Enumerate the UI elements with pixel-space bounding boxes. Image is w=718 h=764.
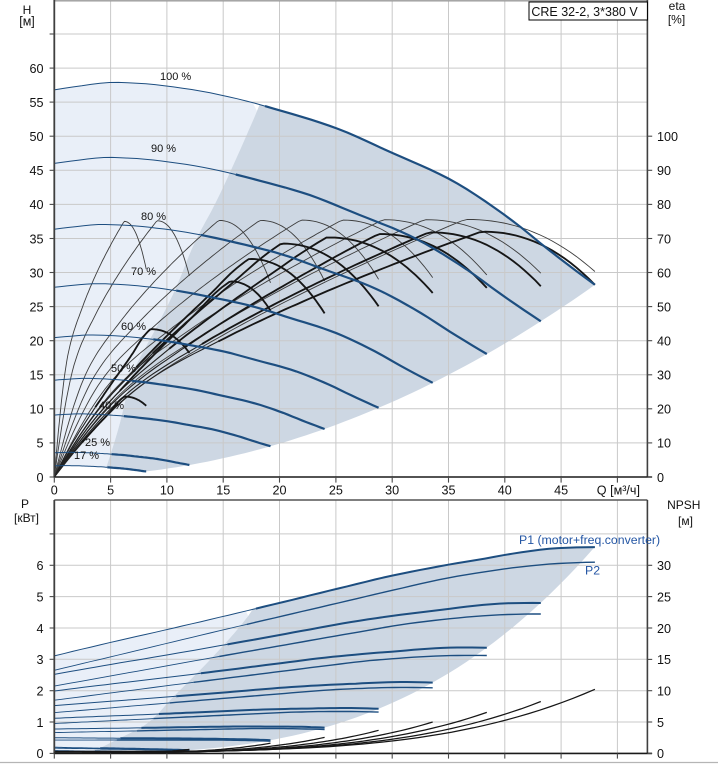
svg-text:0: 0 <box>36 471 43 485</box>
svg-text:30: 30 <box>385 484 399 498</box>
svg-text:40: 40 <box>657 334 671 348</box>
svg-text:40: 40 <box>29 198 43 212</box>
svg-text:[%]: [%] <box>668 13 685 27</box>
svg-text:1: 1 <box>36 716 43 730</box>
svg-text:15: 15 <box>216 484 230 498</box>
svg-text:0: 0 <box>657 471 664 485</box>
svg-text:0: 0 <box>657 747 664 761</box>
svg-text:15: 15 <box>29 369 43 383</box>
svg-text:Q [м³/ч]: Q [м³/ч] <box>597 484 640 498</box>
svg-text:4: 4 <box>36 622 43 636</box>
svg-text:0: 0 <box>51 484 58 498</box>
svg-text:H: H <box>23 3 32 17</box>
svg-text:eta: eta <box>669 0 686 13</box>
svg-text:50 %: 50 % <box>111 363 136 375</box>
svg-text:30: 30 <box>657 559 671 573</box>
svg-text:[кВт]: [кВт] <box>14 511 39 525</box>
svg-text:20: 20 <box>657 622 671 636</box>
svg-text:35: 35 <box>441 484 455 498</box>
svg-text:5: 5 <box>36 590 43 604</box>
svg-text:60 %: 60 % <box>121 321 146 333</box>
svg-text:70: 70 <box>657 232 671 246</box>
svg-text:[м]: [м] <box>19 15 35 29</box>
svg-text:25: 25 <box>329 484 343 498</box>
svg-text:10: 10 <box>657 685 671 699</box>
svg-text:25 %: 25 % <box>85 437 110 449</box>
svg-text:100 %: 100 % <box>160 71 191 83</box>
svg-text:P: P <box>21 497 29 511</box>
svg-text:70 %: 70 % <box>131 266 156 278</box>
svg-text:40 %: 40 % <box>99 400 124 412</box>
svg-text:60: 60 <box>29 62 43 76</box>
svg-text:30: 30 <box>657 369 671 383</box>
svg-text:40: 40 <box>498 484 512 498</box>
svg-text:5: 5 <box>36 437 43 451</box>
svg-text:10: 10 <box>657 437 671 451</box>
svg-text:30: 30 <box>29 266 43 280</box>
svg-text:5: 5 <box>107 484 114 498</box>
svg-text:6: 6 <box>36 559 43 573</box>
svg-text:25: 25 <box>657 590 671 604</box>
svg-text:5: 5 <box>657 716 664 730</box>
svg-text:P2: P2 <box>585 564 600 578</box>
svg-text:10: 10 <box>29 403 43 417</box>
svg-text:20: 20 <box>29 334 43 348</box>
svg-text:P1 (motor+freq.converter): P1 (motor+freq.converter) <box>519 533 660 547</box>
svg-text:20: 20 <box>657 403 671 417</box>
svg-text:15: 15 <box>657 653 671 667</box>
svg-text:45: 45 <box>29 164 43 178</box>
svg-text:[м]: [м] <box>678 514 693 528</box>
svg-text:0: 0 <box>36 747 43 761</box>
svg-text:50: 50 <box>657 300 671 314</box>
svg-text:20: 20 <box>273 484 287 498</box>
svg-text:2: 2 <box>36 685 43 699</box>
svg-text:CRE 32-2, 3*380 V: CRE 32-2, 3*380 V <box>531 5 638 19</box>
svg-text:3: 3 <box>36 653 43 667</box>
svg-text:55: 55 <box>29 96 43 110</box>
svg-text:NPSH: NPSH <box>667 498 700 512</box>
svg-text:90: 90 <box>657 164 671 178</box>
svg-text:90 %: 90 % <box>151 143 176 155</box>
svg-text:10: 10 <box>160 484 174 498</box>
svg-text:50: 50 <box>29 130 43 144</box>
svg-text:60: 60 <box>657 266 671 280</box>
svg-text:100: 100 <box>657 130 678 144</box>
svg-text:25: 25 <box>29 300 43 314</box>
svg-text:45: 45 <box>554 484 568 498</box>
svg-text:35: 35 <box>29 232 43 246</box>
svg-text:80: 80 <box>657 198 671 212</box>
svg-text:17 %: 17 % <box>74 450 99 462</box>
svg-text:80 %: 80 % <box>141 211 166 223</box>
